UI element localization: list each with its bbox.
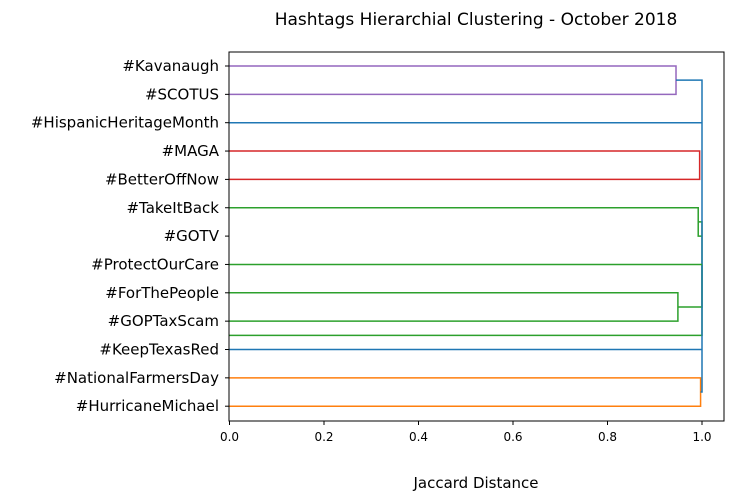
x-tick-label-5: 1.0	[692, 430, 711, 444]
dendrogram-links	[229, 65, 703, 407]
x-tick-label-4: 0.8	[598, 430, 617, 444]
dendrogram-link-0	[229, 65, 677, 96]
dendrogram-link-4	[229, 264, 703, 337]
leaf-label-4: #BetterOffNow	[105, 170, 219, 188]
leaf-label-9: #GOPTaxScam	[108, 312, 219, 330]
leaf-label-7: #ProtectOurCare	[91, 255, 219, 273]
leaf-label-1: #SCOTUS	[145, 85, 219, 103]
x-axis-label: Jaccard Distance	[412, 474, 538, 492]
leaf-label-11: #NationalFarmersDay	[54, 369, 219, 387]
dendrogram-link-6	[229, 377, 702, 407]
chart-title: Hashtags Hierarchial Clustering - Octobe…	[275, 10, 678, 30]
x-tick-label-1: 0.2	[314, 430, 333, 444]
x-tick-label-2: 0.4	[409, 430, 428, 444]
leaf-label-6: #GOTV	[164, 227, 220, 245]
x-tick-label-3: 0.6	[503, 430, 522, 444]
leaf-label-2: #HispanicHeritageMonth	[31, 114, 219, 132]
leaf-label-12: #HurricaneMichael	[76, 397, 219, 415]
leaf-label-0: #Kavanaugh	[122, 57, 219, 75]
dendrogram-link-1	[229, 150, 701, 181]
dendrogram-link-7	[676, 79, 703, 393]
plot-frame	[228, 51, 725, 422]
leaf-label-5: #TakeItBack	[126, 199, 219, 217]
dendrogram-link-3	[229, 292, 679, 322]
leaf-label-8: #ForThePeople	[105, 284, 219, 302]
dendrogram-link-2	[229, 207, 702, 237]
leaf-label-10: #KeepTexasRed	[99, 341, 219, 359]
leaf-labels: #Kavanaugh #SCOTUS #HispanicHeritageMonth #…	[31, 57, 229, 415]
x-tick-label-0: 0.0	[220, 430, 239, 444]
leaf-label-3: #MAGA	[162, 142, 220, 160]
x-axis-ticks: 0.0 0.2 0.4 0.6 0.8 1.0	[220, 421, 712, 444]
